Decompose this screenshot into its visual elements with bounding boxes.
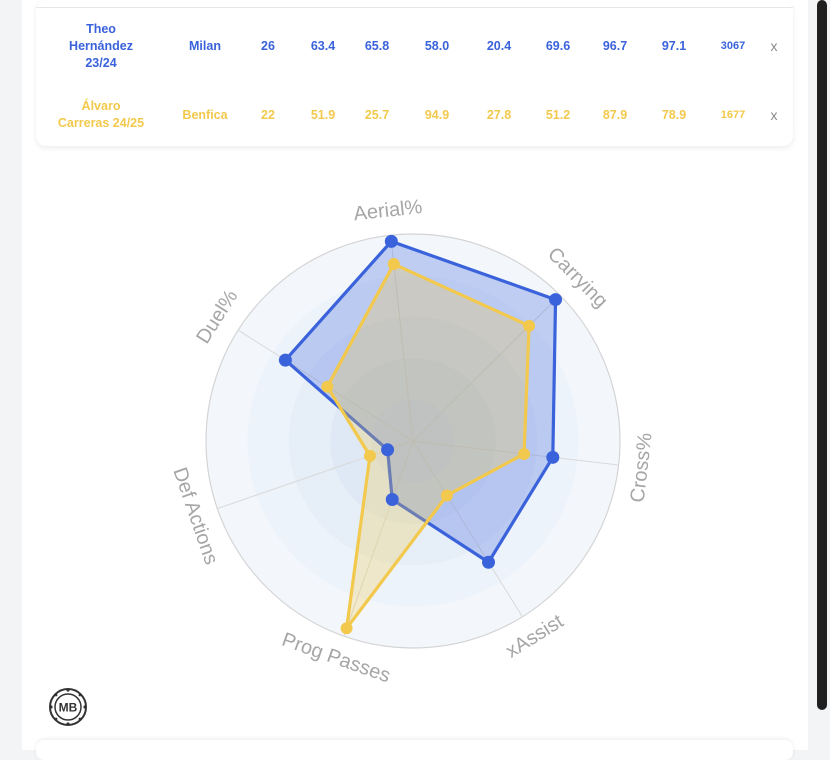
stat-cell: 96.7	[602, 38, 628, 53]
remove-button[interactable]: x	[770, 37, 778, 54]
team-cell: Milan	[189, 38, 221, 53]
data-point	[549, 293, 563, 307]
stat-cell: 25.7	[364, 107, 390, 122]
comparison-table: Theo Hernández 23/24 Milan 26 63.4 65.8 58.0 2…	[36, 0, 793, 146]
stat-cell: 51.2	[545, 107, 571, 122]
grid-spoke	[217, 440, 414, 510]
age-cell: 26	[261, 38, 275, 53]
table-row: Theo Hernández 23/24 Milan 26 63.4 65.8 58.0 2…	[36, 18, 793, 74]
logo-text: MB	[59, 701, 78, 715]
stat-cell: 87.9	[602, 107, 628, 122]
age-cell: 22	[261, 107, 275, 122]
stat-cell: 78.9	[661, 107, 687, 122]
data-point	[363, 449, 376, 462]
axis-label: Cross%	[627, 431, 657, 503]
series-area-theo-hernandez	[283, 239, 558, 564]
data-point	[387, 258, 400, 271]
axis-label: Aerial%	[353, 196, 424, 225]
table-row: Álvaro Carreras 24/25 Benfica 22 51.9 25.7 94…	[36, 87, 793, 143]
stat-cell: 63.4	[310, 38, 336, 53]
minutes-cell: 1677	[720, 108, 746, 121]
table-divider	[36, 7, 793, 8]
data-point	[546, 450, 560, 464]
scrollbar[interactable]	[817, 0, 827, 710]
grid-spoke	[343, 440, 414, 637]
data-point	[340, 622, 353, 635]
stat-cell: 65.8	[364, 38, 390, 53]
data-point	[385, 493, 399, 507]
data-point	[278, 353, 292, 367]
stat-cell: 97.1	[661, 38, 687, 53]
data-point	[523, 319, 536, 332]
grid-spoke	[412, 294, 561, 442]
remove-button[interactable]: x	[770, 106, 778, 123]
data-point	[381, 443, 395, 457]
stat-cell: 94.9	[424, 107, 450, 122]
stat-cell: 69.6	[545, 38, 571, 53]
stat-cell: 20.4	[486, 38, 512, 53]
data-point	[518, 447, 531, 460]
stat-cell: 51.9	[310, 107, 336, 122]
player-name: Theo Hernández 23/24	[69, 21, 133, 70]
stat-cell: 58.0	[424, 38, 450, 53]
stat-cell: 27.8	[486, 107, 512, 122]
data-point	[482, 555, 496, 569]
grid-spoke	[412, 440, 523, 617]
team-cell: Benfica	[182, 107, 228, 122]
grid-spoke	[412, 440, 619, 466]
player-name: Álvaro Carreras 24/25	[57, 99, 145, 130]
data-point	[440, 489, 453, 502]
next-card	[36, 740, 793, 760]
data-point	[384, 234, 398, 248]
data-point	[321, 380, 334, 393]
series-area-alvaro-carreras	[325, 262, 531, 630]
mb-logo: MB	[49, 688, 87, 726]
minutes-cell: 3067	[720, 39, 746, 52]
